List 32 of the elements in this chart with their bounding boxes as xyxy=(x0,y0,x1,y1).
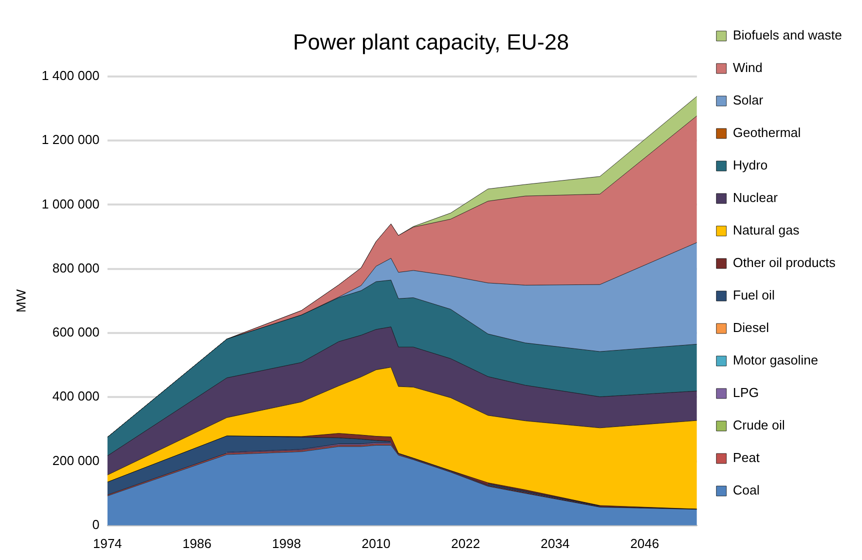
y-tick-label: 600 000 xyxy=(52,324,100,340)
legend-label: Fuel oil xyxy=(732,288,775,303)
legend-label: Nuclear xyxy=(732,190,778,206)
y-tick-label: 1 400 000 xyxy=(42,68,100,83)
legend-label: Crude oil xyxy=(732,418,786,433)
x-tick-label: 2022 xyxy=(451,536,480,551)
legend-label: Other oil products xyxy=(732,255,836,270)
x-tick-label: 1998 xyxy=(272,536,301,551)
chart-title: Power plant capacity, EU-28 xyxy=(293,29,569,54)
x-tick-label: 2034 xyxy=(540,536,570,551)
x-tick-label: 2046 xyxy=(630,536,660,551)
x-tick-label: 1974 xyxy=(92,536,122,551)
y-tick-label: 1 000 000 xyxy=(42,196,100,212)
legend-label: Natural gas xyxy=(732,222,800,238)
legend-label: Diesel xyxy=(732,320,770,336)
legend-label: Biofuels and waste xyxy=(732,28,842,43)
y-tick-label: 0 xyxy=(92,516,100,532)
x-tick-label: 2010 xyxy=(362,536,390,551)
legend-label: Coal xyxy=(732,482,760,498)
legend-label: Motor gasoline xyxy=(732,352,818,368)
legend-label: Hydro xyxy=(732,158,768,173)
y-tick-label: 1 200 000 xyxy=(42,132,100,148)
y-tick-label: 400 000 xyxy=(52,388,100,404)
y-tick-label: 200 000 xyxy=(52,452,100,468)
legend-label: Solar xyxy=(732,92,764,108)
y-tick-label: 800 000 xyxy=(52,260,100,276)
x-tick-label: 1986 xyxy=(182,536,212,551)
legend-label: LPG xyxy=(732,385,759,400)
y-axis-title: MW xyxy=(13,288,28,312)
legend-label: Peat xyxy=(732,450,760,466)
legend-label: Geothermal xyxy=(732,125,801,140)
legend-label: Wind xyxy=(732,60,762,76)
